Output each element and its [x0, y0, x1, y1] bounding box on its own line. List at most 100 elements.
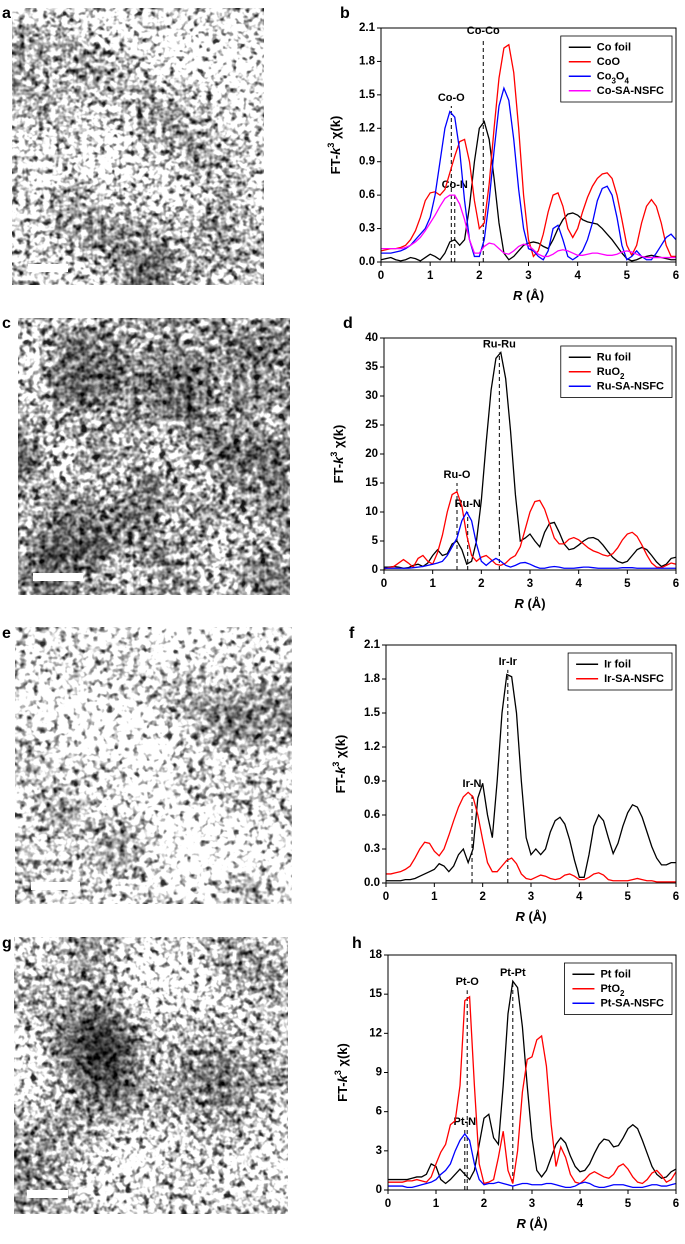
- x-tick-label: 1: [429, 578, 436, 590]
- y-tick-label: 0.6: [359, 189, 375, 201]
- chart: d 0 5 10 15 20 25 30 35 40 0 1 2 3 4 5 6 R (Å) FT-k3 χ(k) R…: [329, 315, 679, 611]
- y-tick-label: 0.3: [364, 843, 380, 855]
- panel-label: h: [352, 935, 362, 952]
- legend-label: Ru foil: [597, 351, 631, 363]
- annotation-label: Ir-N: [463, 778, 482, 790]
- legend-label: PtO2: [600, 983, 625, 998]
- x-tick-label: 1: [431, 891, 438, 903]
- x-tick-label: 5: [624, 891, 631, 903]
- y-tick-label: 0.6: [364, 809, 380, 821]
- scale-bar: [31, 882, 80, 890]
- x-tick-label: 5: [624, 578, 631, 590]
- annotation-label: Co-N: [442, 179, 468, 191]
- legend-label: Co foil: [597, 41, 631, 53]
- y-tick-label: 0.0: [364, 877, 380, 889]
- series-line: [381, 86, 676, 261]
- x-tick-label: 2: [478, 578, 484, 590]
- x-tick-label: 5: [624, 270, 631, 282]
- x-tick-label: 6: [673, 891, 679, 903]
- y-tick-label: 3: [376, 1145, 382, 1157]
- y-tick-label: 5: [372, 535, 379, 547]
- series-line: [386, 791, 676, 883]
- y-tick-label: 1.2: [364, 741, 380, 753]
- legend: Ir foil Ir-SA-NSFC: [567, 652, 673, 691]
- y-tick-label: 6: [376, 1106, 382, 1118]
- y-tick-label: 35: [365, 361, 378, 373]
- x-tick-label: 3: [527, 578, 533, 590]
- y-tick-label: 9: [376, 1067, 382, 1079]
- x-tick-label: 3: [528, 891, 534, 903]
- series-line: [384, 510, 676, 569]
- x-tick-label: 4: [574, 270, 581, 282]
- y-tick-label: 1.5: [359, 89, 376, 101]
- x-tick-label: 2: [479, 891, 485, 903]
- panel-label: d: [343, 315, 353, 332]
- annotation-label: Ru-N: [455, 498, 481, 510]
- stem-image: [18, 318, 290, 595]
- x-tick-label: 0: [383, 891, 389, 903]
- y-tick-label: 0.3: [359, 223, 375, 235]
- stem-image: [15, 627, 292, 904]
- y-tick-label: 30: [365, 390, 378, 402]
- plot-frame: [380, 27, 677, 263]
- y-tick-label: 20: [365, 448, 378, 460]
- x-axis-title: R (Å): [513, 288, 544, 303]
- x-tick-label: 0: [381, 578, 387, 590]
- legend-label: Co-SA-NSFC: [597, 85, 664, 97]
- annotation-label: Ru-O: [444, 469, 471, 481]
- annotation-label: Ru-Ru: [483, 338, 516, 350]
- panel-label: f: [349, 625, 355, 642]
- y-tick-label: 40: [365, 332, 378, 344]
- x-tick-label: 5: [625, 1198, 632, 1210]
- y-tick-label: 1.5: [364, 707, 381, 719]
- y-tick-label: 0: [376, 1184, 382, 1196]
- scale-bar: [33, 573, 83, 581]
- stem-image: [14, 937, 288, 1214]
- legend-label: Ir-SA-NSFC: [604, 673, 664, 685]
- series-line: [386, 673, 676, 882]
- chart: b 0.0 0.3 0.6 0.9 1.2 1.5 1.8 2.1 0 1 2 3 4 5 6 R (Å) FT-…: [326, 5, 679, 303]
- y-tick-label: 1.2: [359, 122, 375, 134]
- legend-label: Co3O4: [597, 70, 630, 85]
- x-tick-label: 3: [529, 1198, 535, 1210]
- annotation-label: Co-O: [438, 92, 465, 104]
- series-line: [388, 1132, 676, 1189]
- legend-label: Ir foil: [604, 658, 631, 670]
- stem-image: [12, 8, 264, 285]
- annotation-label: Co-Co: [467, 25, 500, 37]
- annotation-label: Pt-O: [456, 976, 480, 988]
- y-tick-label: 15: [369, 988, 382, 1000]
- y-axis-title: FT-k3 χ(k): [331, 735, 348, 794]
- x-tick-label: 3: [525, 270, 531, 282]
- x-tick-label: 1: [433, 1198, 440, 1210]
- panel-label: b: [340, 5, 350, 22]
- series-line: [384, 490, 676, 570]
- x-tick-label: 1: [427, 270, 434, 282]
- x-tick-label: 2: [481, 1198, 487, 1210]
- plot-frame: [385, 644, 677, 884]
- y-tick-label: 25: [365, 419, 378, 431]
- series-line: [381, 194, 676, 259]
- legend-label: CoO: [597, 56, 621, 68]
- x-tick-label: 6: [673, 270, 679, 282]
- y-axis-title: FT-k3 χ(k): [326, 116, 343, 175]
- panel-label: g: [2, 935, 12, 952]
- panel-label: e: [2, 625, 11, 642]
- y-tick-label: 1.8: [359, 55, 376, 67]
- chart: f 0.0 0.3 0.6 0.9 1.2 1.5 1.8 2.1 0 1 2 3 4 5 6 R (Å) FT-…: [331, 625, 679, 924]
- annotation-label: Ir-Ir: [499, 656, 518, 668]
- legend-label: RuO2: [597, 366, 625, 381]
- y-tick-label: 18: [369, 949, 382, 961]
- legend-label: Pt foil: [600, 968, 631, 980]
- series-line: [388, 995, 676, 1185]
- x-axis-title: R (Å): [515, 909, 546, 924]
- x-tick-label: 4: [576, 891, 583, 903]
- x-tick-label: 6: [673, 1198, 679, 1210]
- y-axis-title: FT-k3 χ(k): [333, 1043, 350, 1102]
- series-line: [388, 979, 676, 1185]
